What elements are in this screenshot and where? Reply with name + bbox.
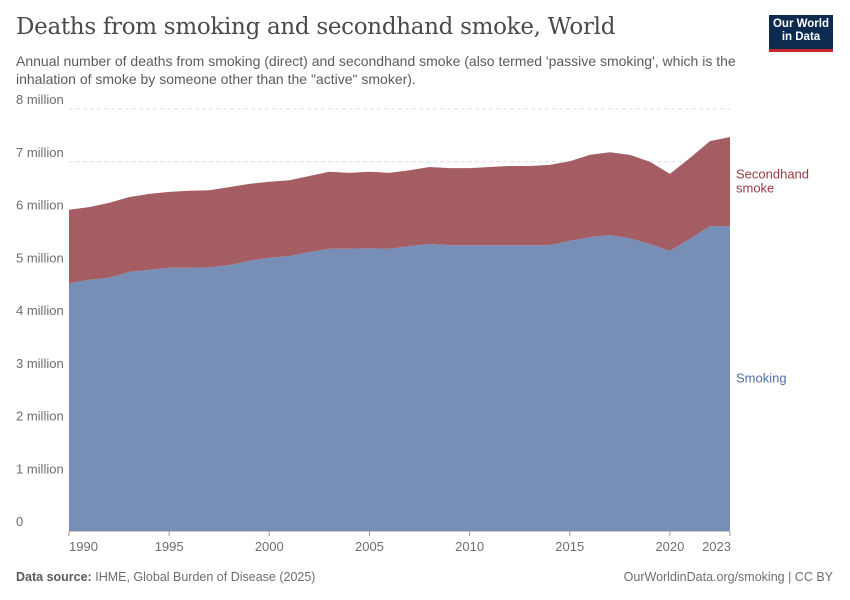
- series-label: Smoking: [736, 371, 787, 386]
- x-tick-label: 1990: [69, 539, 98, 554]
- series-label-line: smoke: [736, 181, 774, 196]
- chart-subtitle: Annual number of deaths from smoking (di…: [16, 53, 736, 87]
- area-smoking: [69, 226, 730, 532]
- series-label-line: Smoking: [736, 371, 787, 386]
- x-tick-label: 2020: [655, 539, 684, 554]
- x-tick-label: 2005: [355, 539, 384, 554]
- series-label: Secondhand smoke: [736, 167, 809, 196]
- y-tick-label: 5 million: [16, 250, 64, 265]
- x-tick-label: 2023: [702, 539, 731, 554]
- x-tick-label: 2010: [455, 539, 484, 554]
- area-secondhand-smoke: [69, 136, 730, 284]
- credit-link[interactable]: OurWorldinData.org/smoking | CC BY: [623, 570, 833, 584]
- x-tick-label: 2015: [555, 539, 584, 554]
- series-label-line: Secondhand: [736, 167, 809, 182]
- x-tick-label: 2000: [255, 539, 284, 554]
- source-label: Data source:: [16, 570, 92, 584]
- y-tick-label: 7 million: [16, 145, 64, 160]
- data-source: Data source: IHME, Global Burden of Dise…: [16, 570, 315, 584]
- y-tick-label: 6 million: [16, 198, 64, 213]
- owid-logo[interactable]: Our World in Data: [769, 15, 833, 52]
- source-text: IHME, Global Burden of Disease (2025): [95, 570, 316, 584]
- y-tick-label: 4 million: [16, 303, 64, 318]
- x-tick-label: 1995: [155, 539, 184, 554]
- chart-title: Deaths from smoking and secondhand smoke…: [16, 14, 616, 40]
- y-tick-label: 2 million: [16, 409, 64, 424]
- y-tick-label: 3 million: [16, 356, 64, 371]
- y-tick-label: 8 million: [16, 92, 64, 107]
- y-tick-label: 1 million: [16, 461, 64, 476]
- y-tick-label: 0: [16, 514, 23, 529]
